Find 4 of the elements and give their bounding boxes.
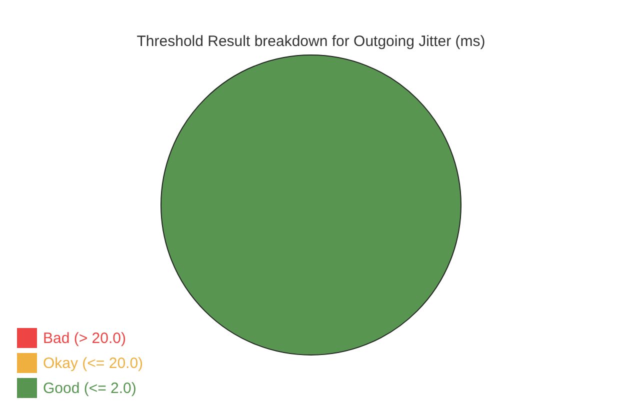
legend-label: Okay (<= 20.0) [43, 354, 144, 372]
chart-title: Threshold Result breakdown for Outgoing Jitter (ms) [136, 33, 486, 50]
legend-label: Bad (> 20.0) [43, 330, 126, 346]
legend-label: Good (<= 2.0) [43, 380, 136, 396]
